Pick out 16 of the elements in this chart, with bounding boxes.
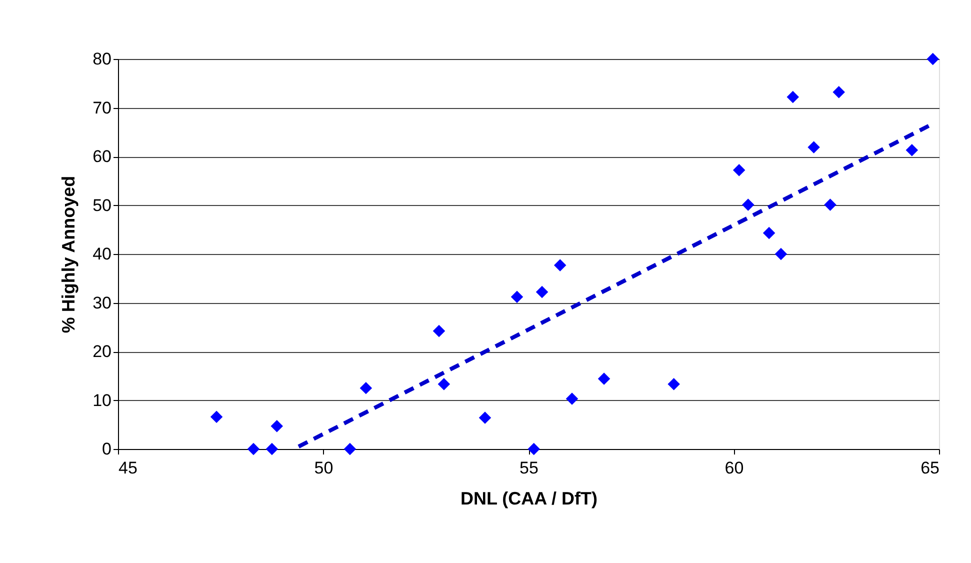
y-tick-label: 70: [92, 98, 112, 118]
x-tick-label: 65: [920, 458, 940, 478]
y-tick-label: 30: [92, 293, 112, 312]
x-tick-label: 50: [314, 458, 334, 478]
x-tick-label: 60: [724, 458, 744, 478]
x-tick-label: 45: [118, 458, 138, 478]
x-axis-title: DNL (CAA / DfT): [460, 488, 598, 508]
y-tick-label: 40: [92, 244, 112, 264]
y-tick-label: 20: [92, 342, 112, 361]
y-tick-label: 0: [102, 440, 112, 458]
y-tick-label: 10: [92, 390, 112, 410]
y-tick-label: 60: [92, 147, 112, 166]
x-tick-label: 55: [520, 458, 538, 478]
y-tick-label: 50: [92, 196, 112, 215]
y-axis-title: % Highly Annoyed: [58, 176, 79, 334]
y-tick-label: 80: [92, 50, 112, 68]
